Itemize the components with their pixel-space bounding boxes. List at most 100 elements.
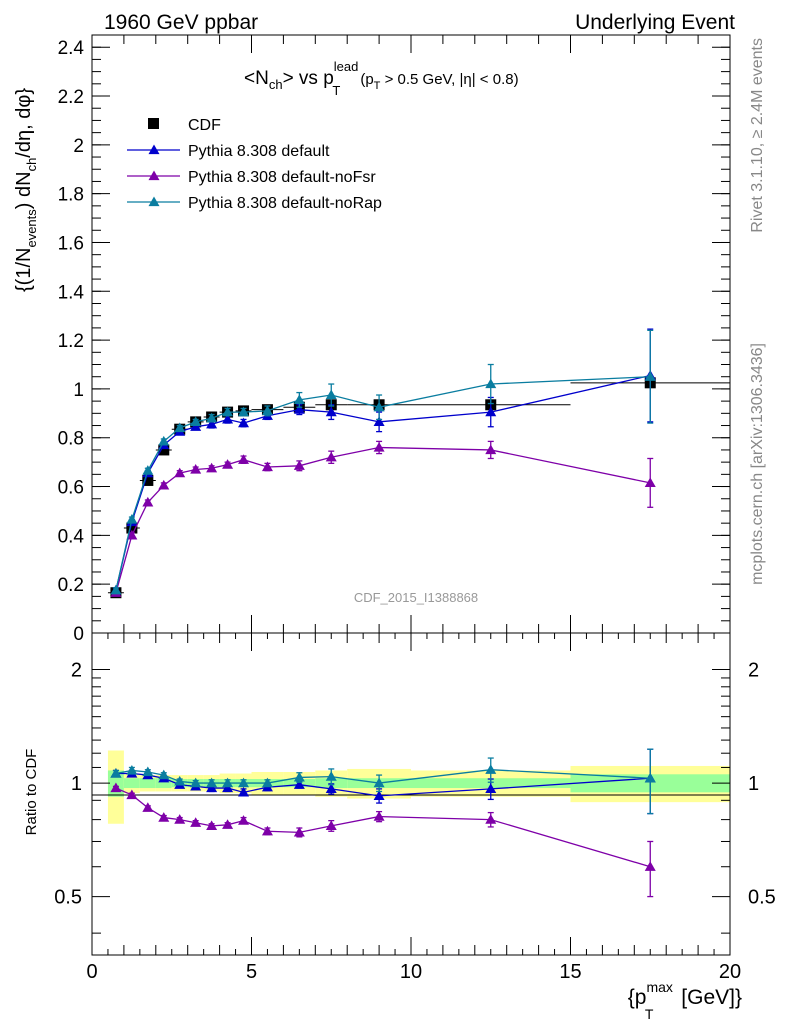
triangle-marker	[261, 405, 273, 416]
triangle-marker	[190, 777, 202, 788]
data-point	[126, 522, 138, 534]
x-tick-label: 5	[246, 961, 257, 983]
triangle-marker	[373, 441, 385, 452]
main-ticks: 0 0.2 0.4 0.6 0.8 1 1.2 1.4 1.6 1.8 2 2.2 2.4	[58, 34, 731, 645]
triangle-marker	[373, 401, 385, 412]
triangle-marker	[293, 404, 305, 414]
data-point	[158, 444, 170, 456]
legend-label: Pythia 8.308 default-noRap	[188, 195, 382, 212]
triangle-marker	[325, 451, 337, 462]
triangle-marker	[485, 444, 497, 455]
x-tick-label: 15	[559, 961, 581, 983]
ratio-tick-label-right: 1	[748, 773, 759, 795]
triangle-marker	[206, 777, 218, 788]
y-tick-label: 1.4	[58, 282, 85, 303]
triangle-marker	[158, 435, 170, 446]
header-left: 1960 GeV ppbar	[104, 11, 258, 34]
triangle-marker	[142, 802, 154, 812]
y-tick-label: 2	[73, 136, 84, 157]
legend-label: Pythia 8.308 default	[188, 143, 330, 160]
triangle-marker	[142, 465, 154, 475]
triangle-marker	[485, 764, 497, 774]
stat-band	[139, 778, 156, 789]
triangle-marker	[293, 779, 305, 789]
y-tick-label: 0.4	[58, 526, 85, 547]
triangle-marker	[293, 826, 305, 837]
y-tick-label: 1.8	[58, 185, 84, 206]
triangle-marker	[174, 775, 186, 786]
triangle-marker	[373, 777, 385, 788]
legend-label: CDF	[188, 117, 221, 134]
header-right: Underlying Event	[575, 11, 735, 34]
triangle-marker	[238, 777, 250, 788]
x-tick-label: 20	[719, 961, 741, 983]
y-tick-label: 0.8	[58, 429, 84, 450]
y-tick-label: 0	[73, 624, 84, 645]
stat-band	[123, 778, 140, 789]
triangle-marker	[485, 406, 497, 417]
triangle-marker	[110, 584, 122, 595]
legend: CDF Pythia 8.308 default Pythia 8.308 defa…	[127, 117, 382, 212]
x-tick-label: 0	[86, 961, 97, 983]
triangle-marker	[238, 406, 250, 417]
data-point	[142, 474, 154, 486]
triangle-marker	[206, 782, 218, 793]
rivet-version-label: Rivet 3.1.10, ≥ 2.4M events	[749, 38, 766, 233]
triangle-marker	[190, 463, 202, 474]
analysis-watermark: CDF_2015_I1388868	[354, 590, 478, 605]
triangle-marker	[644, 477, 656, 488]
triangle-marker	[174, 467, 186, 478]
triangle-marker	[238, 417, 250, 428]
x-axis-label: {pmax T [GeV]}	[628, 979, 742, 1022]
ratio-panel: 0.5 0.5 1 1 2 2	[54, 632, 776, 956]
x-tick-labels: 0 5 10 15 20	[86, 961, 741, 983]
triangle-marker	[644, 371, 656, 381]
triangle-marker	[126, 514, 138, 524]
ratio-series	[110, 748, 656, 898]
triangle-marker	[238, 454, 250, 464]
triangle-marker	[190, 421, 202, 431]
plot-title: <Nch> vs plead T(pT > 0.5 GeV, |η| < 0.8)	[244, 59, 519, 98]
y-tick-label: 1.2	[58, 331, 84, 352]
main-series	[107, 328, 730, 599]
ratio-tick-label-right: 0.5	[748, 887, 776, 909]
y-tick-label: 2.4	[58, 38, 85, 59]
triangle-marker	[222, 777, 234, 788]
triangle-marker	[158, 812, 170, 822]
ratio-tick-label: 0.5	[54, 887, 82, 909]
ratio-axis-label: Ratio to CDF	[23, 749, 40, 836]
triangle-marker	[373, 790, 385, 800]
triangle-marker	[325, 406, 337, 417]
x-tick-label: 10	[400, 961, 422, 983]
y-tick-label: 1.6	[58, 233, 84, 254]
triangle-marker	[325, 389, 337, 400]
triangle-marker	[644, 772, 656, 783]
triangle-marker	[373, 811, 385, 821]
triangle-marker	[126, 789, 138, 800]
triangle-marker	[206, 418, 218, 429]
triangle-marker	[190, 416, 202, 426]
triangle-marker	[293, 460, 305, 470]
triangle-marker	[261, 461, 273, 472]
triangle-marker	[325, 820, 337, 830]
triangle-marker	[644, 861, 656, 871]
triangle-marker	[238, 786, 250, 797]
legend-label: Pythia 8.308 default-noFsr	[188, 169, 376, 186]
triangle-marker	[110, 768, 122, 778]
triangle-marker	[158, 479, 170, 490]
triangle-marker	[293, 394, 305, 405]
triangle-marker	[206, 820, 218, 830]
triangle-marker	[485, 783, 497, 794]
triangle-marker	[142, 766, 154, 777]
y-tick-label: 1	[73, 380, 84, 401]
ratio-tick-label: 1	[71, 773, 82, 795]
triangle-marker	[222, 819, 234, 829]
triangle-marker	[206, 462, 218, 473]
triangle-marker	[222, 782, 234, 793]
triangle-marker	[148, 196, 160, 207]
triangle-marker	[485, 814, 497, 824]
triangle-marker	[126, 529, 138, 540]
triangle-marker	[238, 815, 250, 825]
triangle-marker	[325, 783, 337, 794]
